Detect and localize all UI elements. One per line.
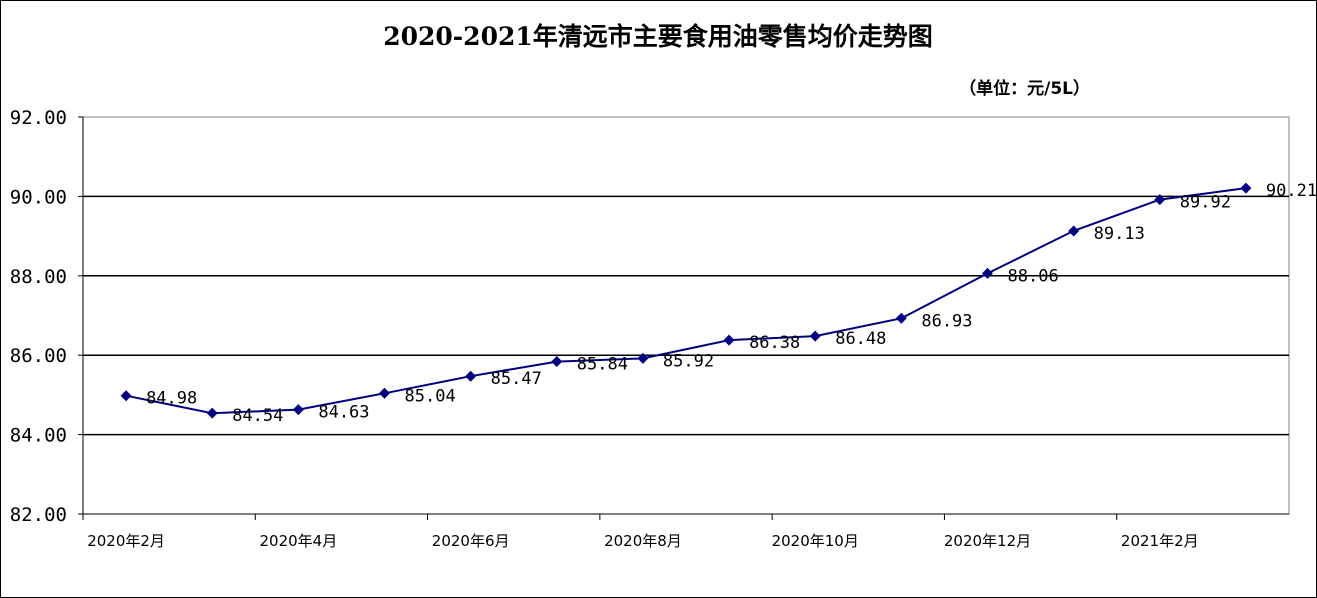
y-tick-label: 86.00 (10, 345, 67, 367)
x-tick-label: 2020年10月 (772, 532, 859, 550)
series-line (125, 187, 1247, 415)
chart-title: 2020-2021年清远市主要食用油零售均价走势图 (383, 22, 933, 51)
x-axis-ticks: 2020年2月 2020年4月 2020年6月 2020年8月 2020年10月 2020… (82, 513, 1289, 550)
data-points (120, 182, 1252, 419)
data-label: 84.63 (318, 403, 369, 423)
data-label: 89.92 (1180, 193, 1231, 213)
y-tick-label: 90.00 (10, 186, 67, 208)
data-point-2020年7月 (551, 356, 563, 368)
y-axis-ticks: 82.00 84.00 86.00 88.00 90.00 92.00 (10, 107, 84, 526)
data-point-2021年2月 (1154, 194, 1166, 206)
y-tick-label: 92.00 (10, 107, 67, 129)
data-label: 88.06 (1008, 266, 1059, 286)
data-point-2020年2月 (120, 390, 132, 402)
y-tick-label: 84.00 (10, 425, 67, 447)
series-line-group (125, 187, 1247, 415)
data-label: 86.93 (921, 311, 972, 331)
data-point-2021年1月 (1068, 225, 1080, 237)
plot-area (82, 116, 1290, 515)
x-tick-label: 2020年8月 (604, 532, 682, 550)
data-label: 85.47 (491, 369, 542, 389)
data-label: 89.13 (1094, 224, 1145, 244)
data-point-2020年8月 (637, 352, 649, 364)
data-point-2020年3月 (206, 407, 218, 419)
data-point-2020年11月 (895, 312, 907, 324)
data-point-2020年6月 (465, 370, 477, 382)
x-tick-label: 2020年4月 (259, 532, 337, 550)
x-tick-label: 2020年2月 (87, 532, 165, 550)
data-point-2020年5月 (379, 387, 390, 399)
data-label: 84.98 (146, 389, 197, 409)
x-tick-label: 2020年6月 (432, 532, 510, 550)
data-label: 85.92 (663, 351, 714, 371)
unit-label: （单位：元/5L） (959, 78, 1090, 99)
data-point-2021年3月 (1240, 182, 1252, 194)
data-point-2020年10月 (809, 330, 821, 342)
data-labels: 84.98 84.54 84.63 85.04 85.47 85.84 85.92 86.38… (146, 181, 1317, 426)
data-point-2020年9月 (723, 334, 735, 346)
data-point-2020年12月 (982, 267, 993, 279)
data-label: 86.38 (749, 333, 800, 353)
data-label: 90.21 (1266, 181, 1317, 201)
y-tick-label: 88.00 (10, 266, 67, 288)
data-label: 86.48 (835, 329, 886, 349)
x-tick-label: 2021年2月 (1121, 532, 1199, 550)
x-tick-label: 2020年12月 (944, 532, 1031, 550)
data-label: 84.54 (232, 406, 283, 426)
data-point-2020年4月 (292, 404, 304, 416)
data-label: 85.84 (577, 355, 628, 375)
y-tick-label: 82.00 (10, 504, 67, 526)
data-label: 85.04 (405, 386, 456, 406)
gridlines (83, 195, 1289, 436)
